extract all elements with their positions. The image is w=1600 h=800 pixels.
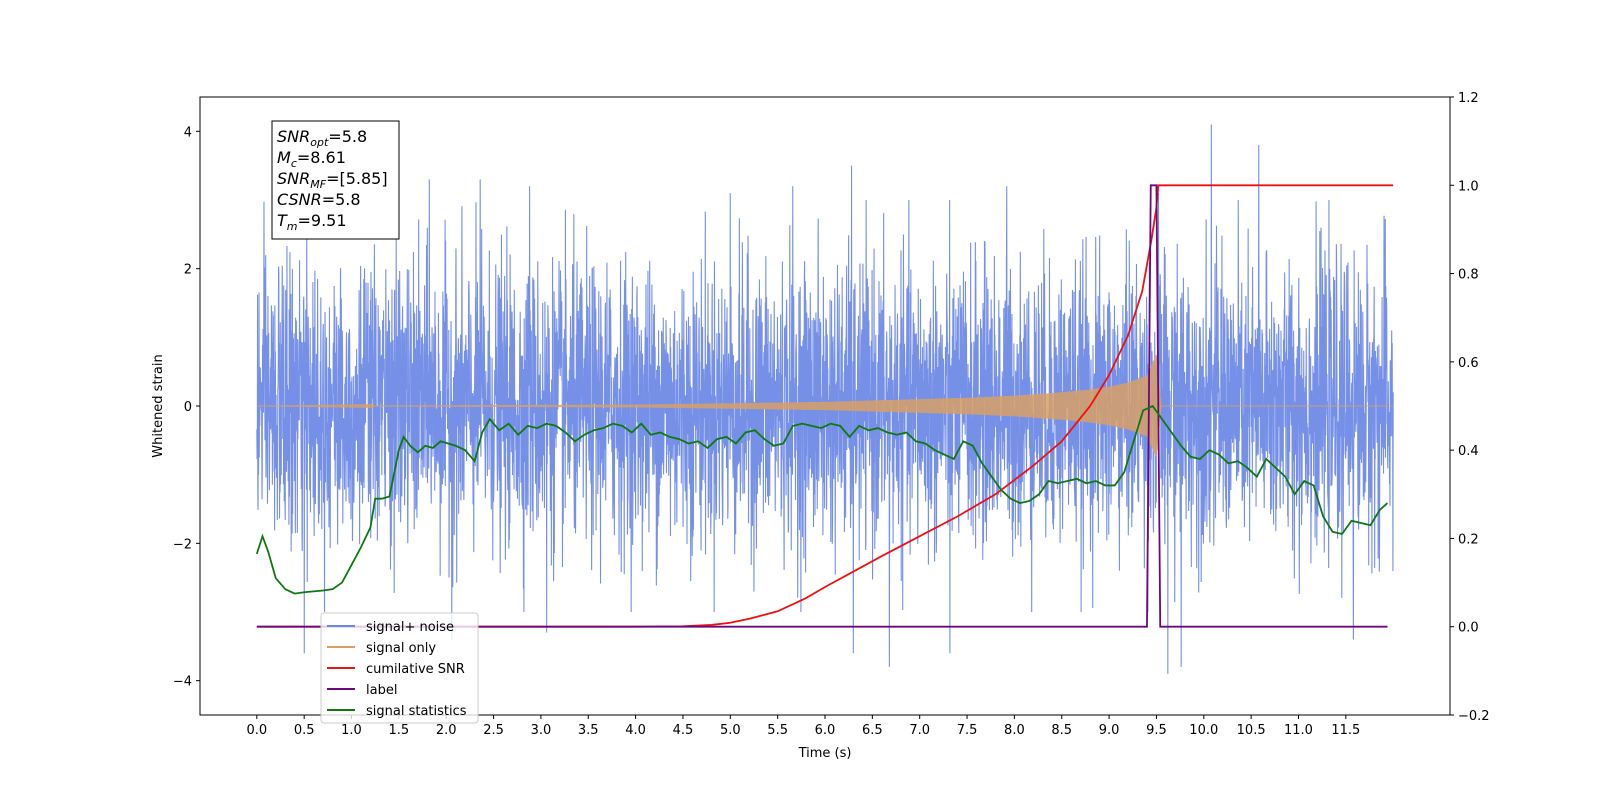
- annotation-line: SNRMF=[5.85]: [277, 169, 388, 191]
- legend-entry: signal+ noise: [366, 620, 454, 635]
- x-tick-label: 4.0: [625, 723, 646, 738]
- x-tick-label: 6.5: [862, 723, 883, 738]
- y2-tick-label: 1.0: [1458, 179, 1479, 194]
- series-label: [256, 184, 1388, 628]
- y-axis-label: Whitened strain: [151, 354, 166, 457]
- y2-tick-label: −0.2: [1458, 709, 1490, 724]
- annotation-line: CSNR=5.8: [277, 190, 361, 209]
- y2-tick-label: 1.2: [1458, 91, 1479, 106]
- series-cumulative-snr: [256, 184, 1394, 628]
- annotation-frame: [271, 120, 400, 240]
- legend-entry: signal only: [366, 641, 436, 656]
- x-tick-label: 8.0: [1004, 723, 1025, 738]
- x-tick-label: 2.5: [483, 723, 504, 738]
- x-tick-label: 0.5: [294, 723, 315, 738]
- y-tick-label: −2: [173, 537, 192, 552]
- legend-entry: cumilative SNR: [366, 662, 465, 677]
- y2-tick-label: 0.0: [1458, 621, 1479, 636]
- x-tick-label: 9.5: [1146, 723, 1167, 738]
- x-tick-label: 1.5: [389, 723, 410, 738]
- x-tick-label: 11.0: [1284, 723, 1313, 738]
- legend-entry: signal statistics: [366, 704, 467, 719]
- x-tick-label: 1.0: [341, 723, 362, 738]
- x-tick-label: 7.5: [957, 723, 978, 738]
- x-tick-label: 10.0: [1189, 723, 1218, 738]
- x-tick-label: 11.5: [1331, 723, 1360, 738]
- annotation-line: Tm=9.51: [277, 211, 347, 233]
- y2-tick-label: 0.8: [1458, 268, 1479, 283]
- x-tick-label: 0.0: [246, 723, 267, 738]
- y2-tick-label: 0.4: [1458, 444, 1479, 459]
- x-tick-label: 7.0: [909, 723, 930, 738]
- legend-entry: label: [366, 683, 397, 698]
- x-tick-label: 5.0: [720, 723, 741, 738]
- y-tick-label: 0: [184, 400, 192, 415]
- axes-layer: 0.0 0.5 1.0 1.5 2.0 2.5 3.0 3.5 4.0 4.5 5.0 5.5 6.0 6…: [173, 91, 1490, 738]
- series-signal-only: [256, 354, 1394, 458]
- x-tick-label: 6.0: [815, 723, 836, 738]
- x-tick-label: 3.5: [578, 723, 599, 738]
- x-tick-label: 5.5: [767, 723, 788, 738]
- x-tick-label: 10.5: [1237, 723, 1266, 738]
- legend: signal+ noise signal only cumilative SNR la…: [320, 612, 479, 724]
- x-tick-label: 9.0: [1099, 723, 1120, 738]
- legend-frame: [320, 612, 479, 724]
- y-tick-label: 4: [184, 125, 192, 140]
- series-signal-statistics: [255, 404, 1389, 595]
- y2-tick-label: 0.6: [1458, 356, 1479, 371]
- y2-tick-label: 0.2: [1458, 532, 1479, 547]
- x-tick-label: 2.0: [436, 723, 457, 738]
- annotation-line: Mc=8.61: [277, 148, 346, 170]
- y-tick-label: −4: [173, 675, 192, 690]
- series-layer: [255, 124, 1394, 674]
- annotation-line: SNRopt=5.8: [277, 127, 367, 149]
- x-tick-label: 8.5: [1051, 723, 1072, 738]
- x-axis-label: Time (s): [798, 746, 852, 761]
- y-tick-label: 2: [184, 263, 192, 278]
- x-tick-label: 3.0: [531, 723, 552, 738]
- x-tick-label: 4.5: [673, 723, 694, 738]
